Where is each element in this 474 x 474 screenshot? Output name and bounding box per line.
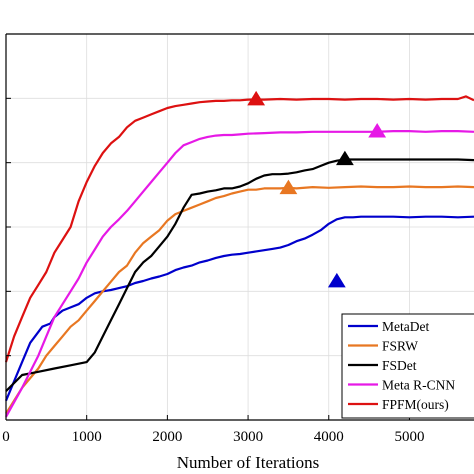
series-line-4 <box>4 95 474 363</box>
x-tick-label-1: 1000 <box>72 429 102 445</box>
grid <box>6 34 474 420</box>
legend-label-4: FPFM(ours) <box>382 397 449 412</box>
series-lines <box>4 95 474 418</box>
legend-label-2: FSDet <box>382 358 417 373</box>
series-marker-4 <box>247 90 266 106</box>
x-tick-label-5: 5000 <box>394 429 424 445</box>
series-marker-3 <box>368 123 387 138</box>
series-marker-1 <box>279 179 298 195</box>
legend-label-1: FSRW <box>382 339 418 354</box>
axes <box>5 33 474 421</box>
x-tick-label-4: 4000 <box>314 429 344 445</box>
series-markers <box>247 90 387 288</box>
series-line-0 <box>4 215 474 402</box>
legend: MetaDet FSRW FSDet Meta R-CNN FPFM(ours) <box>341 313 474 419</box>
legend-label-3: Meta R-CNN <box>382 378 455 393</box>
series-marker-2 <box>336 150 354 166</box>
x-tick-label-2: 2000 <box>152 429 182 445</box>
x-tick-label-0: 0 <box>2 429 10 445</box>
x-ticks: 0 1000 2000 3000 4000 5000 <box>2 415 424 445</box>
x-tick-label-3: 3000 <box>233 429 263 445</box>
legend-items: MetaDet FSRW FSDet Meta R-CNN FPFM(ours) <box>348 319 455 412</box>
legend-label-0: MetaDet <box>382 319 429 334</box>
series-line-2 <box>5 158 474 392</box>
series-line-3 <box>5 130 474 418</box>
series-line-1 <box>5 185 474 415</box>
series-marker-0 <box>327 272 346 288</box>
x-axis-title: Number of Iterations <box>177 453 320 472</box>
